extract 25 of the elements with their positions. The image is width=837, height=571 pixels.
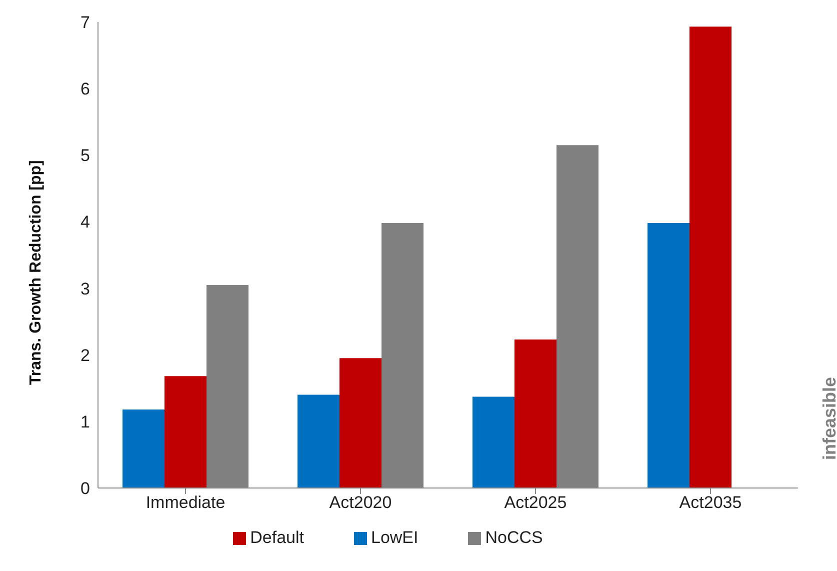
- x-tick-label: Act2035: [679, 493, 742, 512]
- y-tick-label: 4: [80, 212, 90, 232]
- bar: [472, 396, 514, 488]
- text: infeasible: [820, 376, 837, 462]
- legend-label: NoCCS: [485, 528, 543, 547]
- x-tick-label: Act2025: [504, 493, 567, 512]
- y-axis-title: Trans. Growth Reduction [pp]: [28, 160, 45, 385]
- x-tick-label: Act2020: [329, 493, 392, 512]
- bar: [298, 394, 340, 488]
- legend-label: LowEI: [371, 528, 418, 547]
- y-tick-label: 1: [80, 412, 90, 432]
- y-tick-label: 5: [80, 146, 90, 166]
- bar: [514, 340, 556, 488]
- x-tick-label: Immediate: [146, 493, 226, 512]
- bar: [648, 223, 690, 488]
- y-tick-label: 0: [80, 479, 90, 498]
- y-tick-label: 2: [80, 346, 90, 365]
- y-tick-label: 3: [80, 279, 90, 298]
- bar: [164, 376, 206, 488]
- legend-label: Default: [250, 528, 304, 547]
- y-tick-label: 7: [80, 13, 90, 32]
- bar: [690, 26, 732, 488]
- y-tick-label: 6: [80, 80, 90, 99]
- bar: [340, 358, 382, 488]
- bar: [122, 409, 164, 488]
